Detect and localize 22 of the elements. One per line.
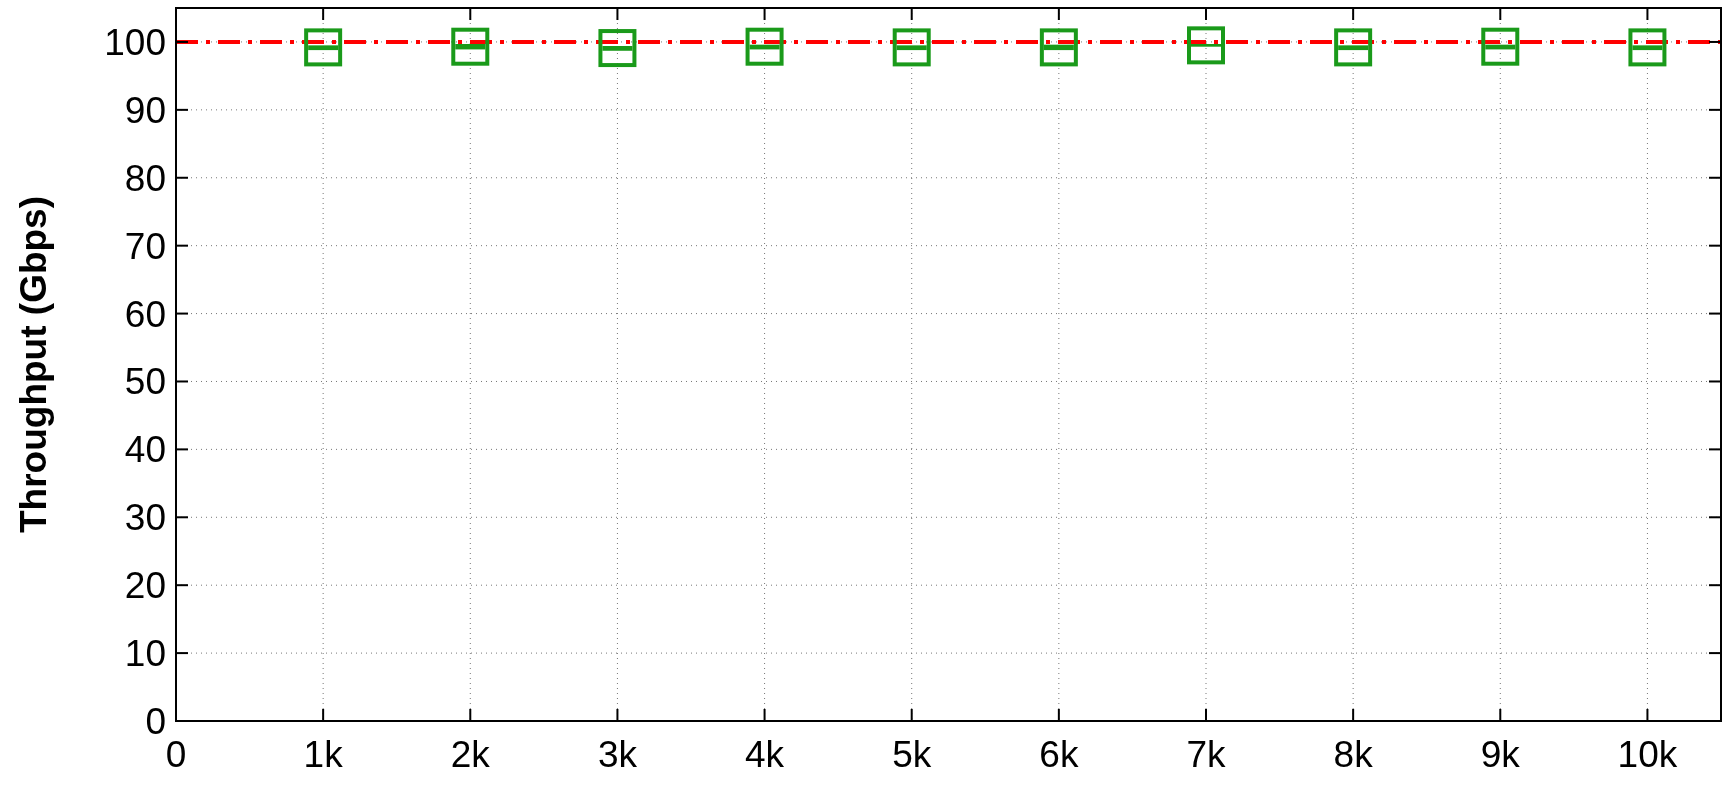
y-axis-title: Throughput (Gbps) <box>13 195 54 534</box>
x-tick-label: 3k <box>597 734 638 775</box>
y-tick-label: 0 <box>145 700 166 742</box>
y-tick-label: 40 <box>124 429 166 471</box>
x-tick-label: 2k <box>450 734 491 775</box>
x-tick-label: 8k <box>1333 734 1374 775</box>
x-tick-label: 6k <box>1039 734 1079 775</box>
x-tick-label: 4k <box>745 734 785 775</box>
y-tick-label: 70 <box>124 225 166 267</box>
y-tick-label: 60 <box>124 293 166 335</box>
y-tick-label: 30 <box>124 497 166 539</box>
y-tick-label: 90 <box>124 89 166 131</box>
y-tick-label: 10 <box>124 633 166 675</box>
y-tick-label: 50 <box>124 361 166 403</box>
x-tick-label: 7k <box>1186 734 1227 775</box>
y-tick-label: 100 <box>104 21 166 63</box>
x-tick-label: 5k <box>892 734 932 775</box>
x-tick-label: 9k <box>1480 734 1521 775</box>
x-tick-label: 10k <box>1617 734 1678 775</box>
y-tick-label: 80 <box>124 157 166 199</box>
x-tick-label: 1k <box>303 734 344 775</box>
y-tick-label: 20 <box>124 565 166 607</box>
